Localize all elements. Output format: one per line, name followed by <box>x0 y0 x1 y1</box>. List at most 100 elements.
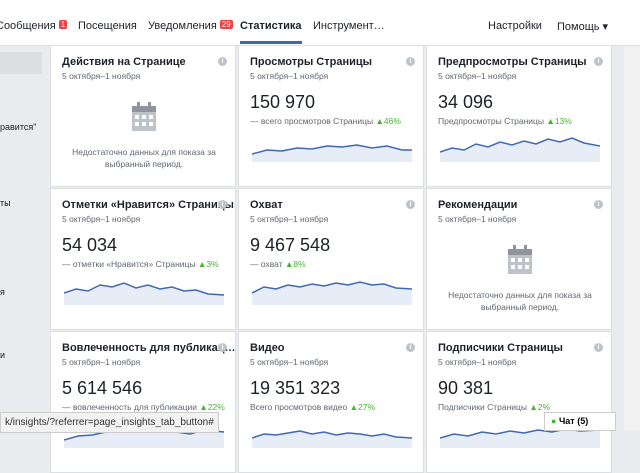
card-caption: — вовлеченность для публикации ▲22% <box>62 402 225 412</box>
empty-message: Недостаточно данных для показа за выбран… <box>72 147 216 169</box>
card-title[interactable]: Подписчики Страницы <box>438 342 563 354</box>
card-title[interactable]: Рекомендации <box>438 199 518 211</box>
change: ▲ <box>544 116 555 126</box>
top-nav: Сообщения 1 Посещения Уведомления 29 Статисти… <box>0 0 640 46</box>
change: ▲ <box>282 259 294 269</box>
sparkline <box>64 282 224 305</box>
card-caption: Подписчики Страницы ▲2% <box>438 402 550 412</box>
status-bar: k/insights/?referrer=page_insights_tab_b… <box>0 412 219 433</box>
nav-tab[interactable]: Посещения <box>78 20 137 32</box>
caption-text: Подписчики Страницы <box>438 402 528 412</box>
card-date: 5 октября–1 ноября <box>62 214 141 224</box>
card-caption: Всего просмотров видео ▲27% <box>250 402 375 412</box>
change: ▲ <box>196 402 208 412</box>
change: ▲ <box>527 402 538 412</box>
caption-text: — всего просмотров Страницы <box>250 116 374 126</box>
card-title[interactable]: Отметки «Нравится» Страницы <box>62 199 234 211</box>
card-title[interactable]: Видео <box>250 342 285 354</box>
nav-tab[interactable]: Инструмент… <box>313 20 385 32</box>
card-caption: Предпросмотры Страницы ▲13% <box>438 116 572 126</box>
card-title[interactable]: Действия на Странице <box>62 56 186 68</box>
info-icon[interactable]: i <box>406 57 415 66</box>
card-value: 5 614 546 <box>62 378 143 398</box>
info-icon[interactable]: i <box>218 200 227 209</box>
chat-label[interactable]: Чат (5) <box>558 416 589 426</box>
caption-text: Предпросмотры Страницы <box>438 116 545 126</box>
sidebar-item[interactable]: я <box>0 287 5 297</box>
insight-card[interactable]: Действия на Странице 5 октября–1 ноября i Н… <box>50 45 236 187</box>
info-icon[interactable]: i <box>594 200 603 209</box>
tab-label[interactable]: Сообщения <box>0 20 56 32</box>
insight-card[interactable]: Предпросмотры Страницы 5 октября–1 ноября… <box>426 45 612 187</box>
tab-label[interactable]: Уведомления <box>148 20 217 32</box>
card-title[interactable]: Предпросмотры Страницы <box>438 56 587 68</box>
nav-tab[interactable]: Уведомления 29 <box>148 20 233 32</box>
change: ▲ <box>195 259 207 269</box>
card-date: 5 октября–1 ноября <box>62 71 141 81</box>
info-icon[interactable]: i <box>406 343 415 352</box>
card-value: 90 381 <box>438 378 494 398</box>
change-value: 22% <box>207 402 225 412</box>
tab-label[interactable]: Посещения <box>78 20 137 32</box>
card-caption: — всего просмотров Страницы ▲46% <box>250 116 401 126</box>
insight-card[interactable]: Вовлеченность для публикац… 5 октября–1 н… <box>50 331 236 473</box>
info-icon[interactable]: i <box>594 57 603 66</box>
card-title[interactable]: Вовлеченность для публикац… <box>62 342 236 354</box>
tab-label[interactable]: Статистика <box>240 20 302 32</box>
insight-card[interactable]: Просмотры Страницы 5 октября–1 ноября i 150… <box>238 45 424 187</box>
card-value: 34 096 <box>438 92 494 112</box>
sparkline <box>252 281 412 305</box>
info-icon[interactable]: i <box>218 57 227 66</box>
card-date: 5 октября–1 ноября <box>438 214 517 224</box>
card-date: 5 октября–1 ноября <box>250 71 329 81</box>
card-title[interactable]: Просмотры Страницы <box>250 56 373 68</box>
card-date: 5 октября–1 ноября <box>250 214 329 224</box>
tab-badge[interactable]: 29 <box>219 20 233 29</box>
change-value: 27% <box>358 402 376 412</box>
help-link[interactable]: Помощь ▾ <box>557 21 609 33</box>
insight-card[interactable]: Подписчики Страницы 5 октября–1 ноября i 90… <box>426 331 612 473</box>
card-date: 5 октября–1 ноября <box>438 71 517 81</box>
sparkline <box>440 137 600 162</box>
sidebar-item[interactable]: и <box>0 350 6 360</box>
change-value: 46% <box>383 116 401 126</box>
tab-label[interactable]: Инструмент… <box>313 20 385 32</box>
card-value: 19 351 323 <box>250 378 341 398</box>
info-icon[interactable]: i <box>218 343 227 352</box>
sidebar-selected <box>0 52 42 74</box>
sidebar-item[interactable]: ты <box>0 198 11 208</box>
change-value: 13% <box>554 116 572 126</box>
info-icon[interactable]: i <box>406 200 415 209</box>
tab-badge[interactable]: 1 <box>58 20 68 29</box>
insight-card[interactable]: Отметки «Нравится» Страницы 5 октября–1 н… <box>50 188 236 330</box>
change-value: 2% <box>537 402 551 412</box>
caption-text: — охват <box>250 259 283 269</box>
card-caption: — охват ▲8% <box>250 259 306 269</box>
nav-tab[interactable]: Статистика <box>240 20 302 44</box>
card-date: 5 октября–1 ноября <box>62 357 141 367</box>
insight-card[interactable]: Рекомендации 5 октября–1 ноября i Недостато… <box>426 188 612 330</box>
empty-message: Недостаточно данных для показа за выбран… <box>448 290 592 312</box>
card-value: 54 034 <box>62 235 118 255</box>
card-date: 5 октября–1 ноября <box>250 357 329 367</box>
sidebar-item[interactable]: равится" <box>0 122 37 132</box>
sparkline <box>252 430 412 448</box>
insight-card[interactable]: Охват 5 октября–1 ноября i 9 467 548 — охват… <box>238 188 424 330</box>
settings-link[interactable]: Настройки <box>488 20 542 32</box>
insight-card[interactable]: Видео 5 октября–1 ноября i 19 351 323 Всего … <box>238 331 424 473</box>
info-icon[interactable]: i <box>594 343 603 352</box>
scrollbar <box>624 46 640 431</box>
chat-button[interactable]: ● Чат (5) <box>544 412 616 431</box>
change: ▲ <box>373 116 384 126</box>
sparkline <box>252 144 412 162</box>
card-value: 150 970 <box>250 92 316 112</box>
change-value: 8% <box>293 259 306 269</box>
card-value: 9 467 548 <box>250 235 331 255</box>
card-title[interactable]: Охват <box>250 199 283 211</box>
nav-tab[interactable]: Сообщения 1 <box>0 20 68 32</box>
caption-text: — отметки «Нравится» Страницы <box>62 259 196 269</box>
change: ▲ <box>347 402 359 412</box>
change-value: 3% <box>206 259 219 269</box>
caption-text: Всего просмотров видео <box>250 402 348 412</box>
